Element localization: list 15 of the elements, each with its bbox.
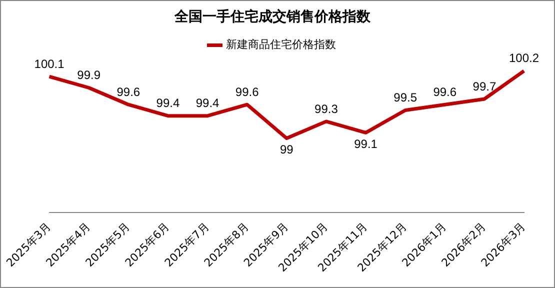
- chart-title: 全国一手住宅成交销售价格指数: [174, 8, 372, 26]
- data-label: 99: [280, 142, 294, 157]
- data-label: 99.4: [196, 96, 220, 110]
- data-label: 99.6: [433, 84, 457, 99]
- data-label: 99.4: [156, 96, 180, 110]
- data-label: 99.7: [472, 79, 496, 94]
- data-label: 99.6: [235, 84, 260, 99]
- data-label: 99.6: [116, 84, 140, 99]
- legend-label: 新建商品住宅价格指数: [226, 38, 336, 52]
- data-label: 99.9: [77, 68, 101, 82]
- data-label: 99.5: [394, 90, 418, 105]
- data-label: 100.1: [34, 56, 65, 71]
- data-label: 99.1: [354, 136, 378, 151]
- data-label: 100.2: [508, 51, 540, 66]
- data-label: 99.3: [314, 102, 338, 116]
